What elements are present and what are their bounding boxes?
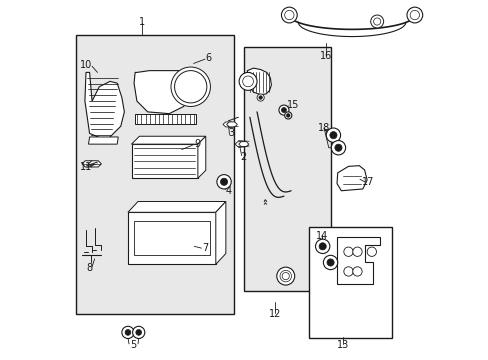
Circle shape <box>352 267 362 276</box>
Circle shape <box>242 76 253 87</box>
Circle shape <box>257 94 264 101</box>
Text: 17: 17 <box>361 177 374 187</box>
Circle shape <box>326 259 333 266</box>
Polygon shape <box>88 137 118 144</box>
Bar <box>308 226 391 338</box>
Circle shape <box>329 132 336 139</box>
Text: 18: 18 <box>317 123 329 133</box>
Circle shape <box>174 71 206 103</box>
Circle shape <box>334 144 341 151</box>
Text: 10: 10 <box>80 59 92 69</box>
Circle shape <box>258 96 262 99</box>
Bar <box>128 212 215 264</box>
Circle shape <box>325 128 340 142</box>
Text: 8: 8 <box>86 263 92 273</box>
Circle shape <box>282 273 289 280</box>
Polygon shape <box>235 141 244 147</box>
Circle shape <box>239 72 257 90</box>
Circle shape <box>220 178 227 185</box>
Circle shape <box>132 326 144 338</box>
Polygon shape <box>226 122 237 127</box>
Circle shape <box>217 175 231 189</box>
Polygon shape <box>238 141 248 147</box>
Polygon shape <box>223 122 233 127</box>
Circle shape <box>284 10 293 20</box>
Text: 15: 15 <box>286 100 299 110</box>
Polygon shape <box>215 202 225 264</box>
Polygon shape <box>247 68 271 95</box>
Circle shape <box>352 247 362 256</box>
Circle shape <box>125 329 131 335</box>
Circle shape <box>373 18 380 25</box>
Circle shape <box>343 267 352 276</box>
Circle shape <box>280 270 291 282</box>
Polygon shape <box>134 71 194 114</box>
Polygon shape <box>336 166 366 191</box>
Polygon shape <box>88 161 101 167</box>
Circle shape <box>171 67 210 107</box>
Polygon shape <box>135 114 196 125</box>
Circle shape <box>330 140 345 155</box>
Circle shape <box>323 255 337 270</box>
Bar <box>76 35 233 315</box>
Bar <box>131 144 198 178</box>
Text: 2: 2 <box>240 152 246 162</box>
Bar <box>134 221 209 255</box>
Circle shape <box>276 267 294 285</box>
Circle shape <box>315 239 329 253</box>
Circle shape <box>136 329 142 335</box>
Circle shape <box>319 243 325 250</box>
Circle shape <box>278 105 288 115</box>
Polygon shape <box>82 161 95 167</box>
Text: 3: 3 <box>228 129 234 138</box>
Text: 13: 13 <box>336 340 348 350</box>
Circle shape <box>409 10 419 20</box>
Circle shape <box>281 108 286 113</box>
Text: 16: 16 <box>320 51 332 61</box>
Polygon shape <box>85 72 124 140</box>
Polygon shape <box>128 202 225 212</box>
Text: 9: 9 <box>194 139 200 149</box>
Circle shape <box>406 7 422 23</box>
Text: 1: 1 <box>139 17 145 27</box>
Text: 6: 6 <box>205 53 211 63</box>
Circle shape <box>284 112 291 119</box>
Text: 12: 12 <box>268 310 281 319</box>
Circle shape <box>370 15 383 28</box>
Circle shape <box>366 247 376 256</box>
Circle shape <box>281 7 297 23</box>
Polygon shape <box>131 136 205 144</box>
Text: 7: 7 <box>202 243 208 253</box>
Text: 5: 5 <box>130 340 136 350</box>
Circle shape <box>343 247 352 256</box>
Text: 14: 14 <box>316 231 328 240</box>
Polygon shape <box>336 237 379 284</box>
Text: 11: 11 <box>80 162 92 172</box>
Circle shape <box>286 114 289 117</box>
Polygon shape <box>198 136 205 178</box>
Circle shape <box>122 326 134 338</box>
Text: 4: 4 <box>225 186 231 196</box>
Bar <box>244 47 330 291</box>
